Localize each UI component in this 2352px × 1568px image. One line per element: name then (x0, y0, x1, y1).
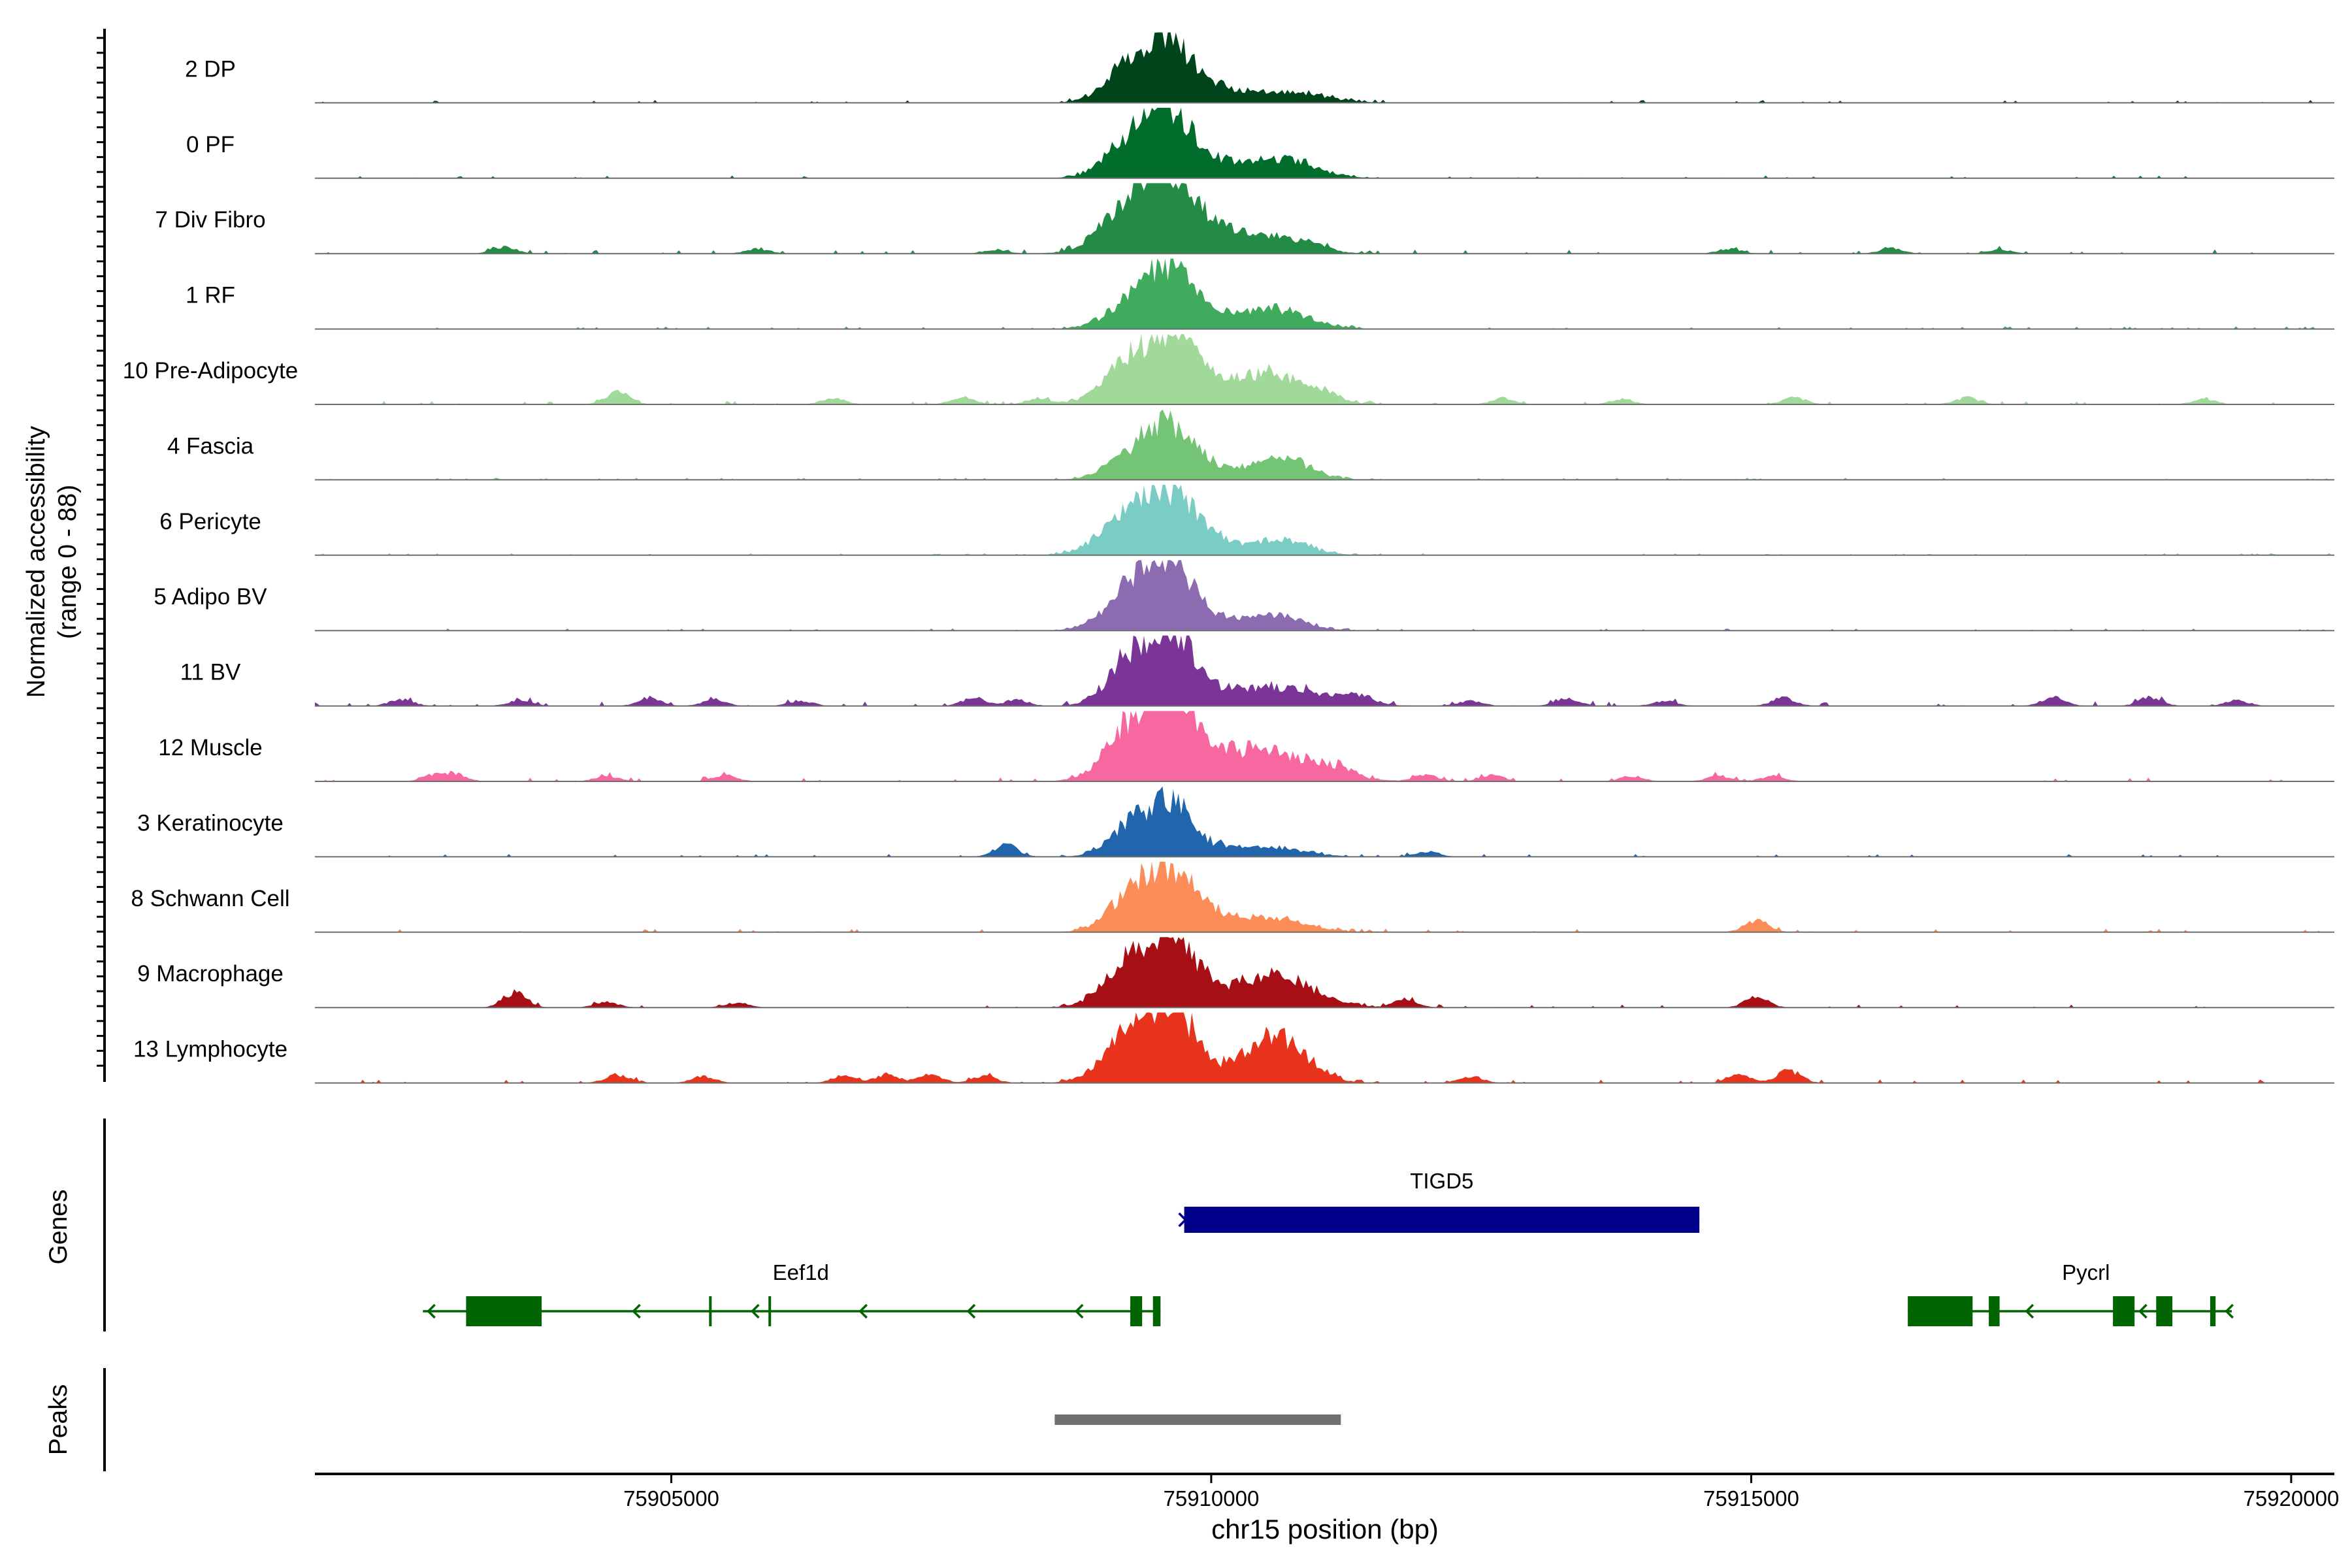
coverage-area (315, 334, 2334, 404)
track-12-muscle: 12 Muscle (158, 711, 2334, 782)
track-label: 7 Div Fibro (155, 207, 265, 233)
x-axis: 75905000 75910000 75915000 75920000 (315, 1473, 2339, 1511)
coverage-area (315, 560, 2334, 631)
gene-exon (1130, 1296, 1143, 1326)
coverage-area (315, 1012, 2334, 1083)
track-label: 5 Adipo BV (154, 584, 267, 610)
coverage-area (315, 258, 2334, 329)
strand-arrow (1178, 1212, 1188, 1228)
peak-region (1054, 1414, 1341, 1425)
gene-exon (2210, 1296, 2216, 1326)
track-label: 6 Pericyte (159, 509, 261, 534)
gene-exon (709, 1296, 712, 1326)
x-tick-label: 75920000 (2243, 1486, 2339, 1511)
x-axis-label: chr15 position (bp) (1211, 1514, 1439, 1544)
strand-arrow (2138, 1303, 2148, 1319)
track-0-pf: 0 PF (186, 108, 2334, 179)
track-label: 9 Macrophage (137, 961, 284, 987)
track-label: 10 Pre-Adipocyte (123, 358, 298, 384)
track-3-keratinocyte: 3 Keratinocyte (137, 786, 2334, 858)
track-label: 3 Keratinocyte (137, 810, 284, 836)
gene-exon (1989, 1296, 2000, 1326)
coverage-area (315, 937, 2334, 1008)
strand-arrow (858, 1303, 868, 1319)
gene-annotation-track: TIGD5 Eef1d Pycrl (423, 1169, 2234, 1326)
coverage-area (315, 108, 2334, 178)
gene-label: Pycrl (2062, 1260, 2110, 1284)
track-11-bv: 11 BV (180, 635, 2334, 707)
x-tick-label: 75905000 (623, 1486, 719, 1511)
strand-arrow (750, 1303, 760, 1319)
coverage-area (315, 183, 2334, 254)
strand-arrow (1074, 1303, 1084, 1319)
track-label: 8 Schwann Cell (131, 886, 289, 911)
strand-arrow (966, 1303, 976, 1319)
track-10-pre-adipocyte: 10 Pre-Adipocyte (123, 334, 2334, 405)
coverage-area (315, 32, 2334, 103)
track-7-div-fibro: 7 Div Fibro (155, 183, 2334, 255)
y-axis (97, 29, 106, 1082)
track-label: 1 RF (186, 283, 235, 308)
coverage-area (315, 786, 2334, 857)
x-tick-label: 75910000 (1163, 1486, 1259, 1511)
track-2-dp: 2 DP (185, 32, 2334, 104)
gene-pycrl: Pycrl (1908, 1260, 2234, 1326)
gene-exon (466, 1296, 542, 1326)
track-8-schwann-cell: 8 Schwann Cell (131, 862, 2334, 933)
track-9-macrophage: 9 Macrophage (137, 937, 2334, 1009)
gene-exon (1184, 1207, 1700, 1233)
track-label: 13 Lymphocyte (133, 1037, 287, 1062)
track-6-pericyte: 6 Pericyte (159, 485, 2334, 556)
track-label: 0 PF (186, 132, 235, 157)
y-axis-label: Normalized accessibility (22, 425, 50, 698)
gene-exon (2156, 1296, 2173, 1326)
strand-arrow (632, 1303, 641, 1319)
coverage-tracks: 2 DP 0 PF 7 Div Fibro 1 RF 10 Pre-Adipocyte 4… (123, 32, 2334, 1084)
coverage-area (315, 485, 2334, 555)
strand-arrow (2225, 1303, 2234, 1319)
coverage-area (315, 409, 2334, 480)
track-1-rf: 1 RF (186, 258, 2334, 330)
strand-arrow (427, 1303, 436, 1319)
y-axis-label-range: (range 0 - 88) (54, 485, 82, 639)
gene-exon (1908, 1296, 1973, 1326)
peaks-panel-label: Peaks (44, 1384, 73, 1455)
track-label: 4 Fascia (167, 433, 254, 459)
gene-tigd5: TIGD5 (1178, 1169, 1700, 1233)
coverage-area (315, 862, 2334, 932)
strand-arrow (2025, 1303, 2034, 1319)
gene-exon (2113, 1296, 2135, 1326)
track-4-fascia: 4 Fascia (167, 409, 2334, 481)
track-label: 12 Muscle (158, 735, 263, 760)
gene-label: TIGD5 (1410, 1169, 1473, 1193)
gene-eef1d: Eef1d (423, 1260, 1161, 1326)
track-5-adipo-bv: 5 Adipo BV (154, 560, 2334, 632)
track-label: 2 DP (185, 56, 236, 82)
gene-label: Eef1d (773, 1260, 829, 1284)
gene-exon (1152, 1296, 1161, 1326)
x-tick-label: 75915000 (1703, 1486, 1799, 1511)
peaks-track (1054, 1414, 1341, 1425)
track-label: 11 BV (180, 660, 241, 685)
gene-exon (768, 1296, 772, 1326)
genes-panel-label: Genes (44, 1190, 73, 1265)
coverage-area (315, 635, 2334, 706)
coverage-area (315, 711, 2334, 781)
track-13-lymphocyte: 13 Lymphocyte (133, 1012, 2334, 1084)
